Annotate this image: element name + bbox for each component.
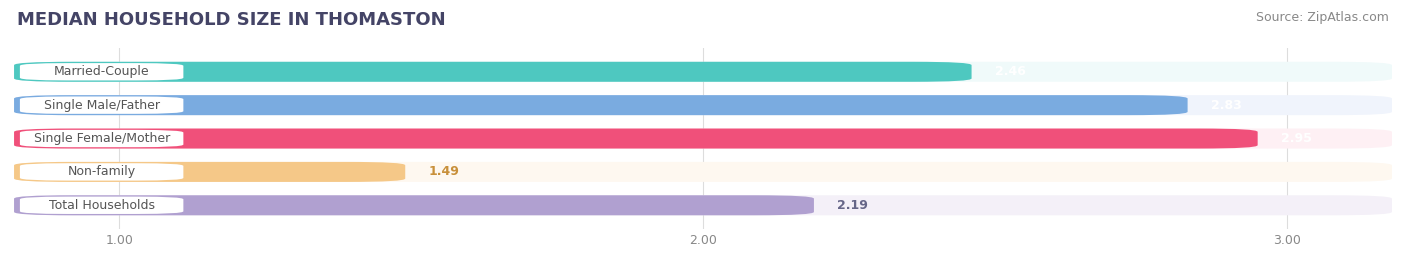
FancyBboxPatch shape <box>20 130 183 147</box>
Text: 2.83: 2.83 <box>1211 99 1241 112</box>
FancyBboxPatch shape <box>14 95 1188 115</box>
FancyBboxPatch shape <box>14 195 814 215</box>
FancyBboxPatch shape <box>14 95 1392 115</box>
Text: Single Female/Mother: Single Female/Mother <box>34 132 170 145</box>
Text: Total Households: Total Households <box>49 199 155 212</box>
FancyBboxPatch shape <box>20 63 183 80</box>
FancyBboxPatch shape <box>14 195 1392 215</box>
FancyBboxPatch shape <box>20 197 183 214</box>
FancyBboxPatch shape <box>14 129 1392 148</box>
FancyBboxPatch shape <box>14 129 1257 148</box>
FancyBboxPatch shape <box>14 62 1392 82</box>
FancyBboxPatch shape <box>14 62 972 82</box>
Text: Single Male/Father: Single Male/Father <box>44 99 160 112</box>
FancyBboxPatch shape <box>14 162 1392 182</box>
FancyBboxPatch shape <box>20 97 183 114</box>
Text: 2.19: 2.19 <box>838 199 868 212</box>
Text: Non-family: Non-family <box>67 165 136 178</box>
FancyBboxPatch shape <box>14 162 405 182</box>
FancyBboxPatch shape <box>20 163 183 180</box>
Text: Source: ZipAtlas.com: Source: ZipAtlas.com <box>1256 11 1389 24</box>
Text: 2.95: 2.95 <box>1281 132 1312 145</box>
Text: MEDIAN HOUSEHOLD SIZE IN THOMASTON: MEDIAN HOUSEHOLD SIZE IN THOMASTON <box>17 11 446 29</box>
Text: 2.46: 2.46 <box>995 65 1026 78</box>
Text: 1.49: 1.49 <box>429 165 460 178</box>
Text: Married-Couple: Married-Couple <box>53 65 149 78</box>
